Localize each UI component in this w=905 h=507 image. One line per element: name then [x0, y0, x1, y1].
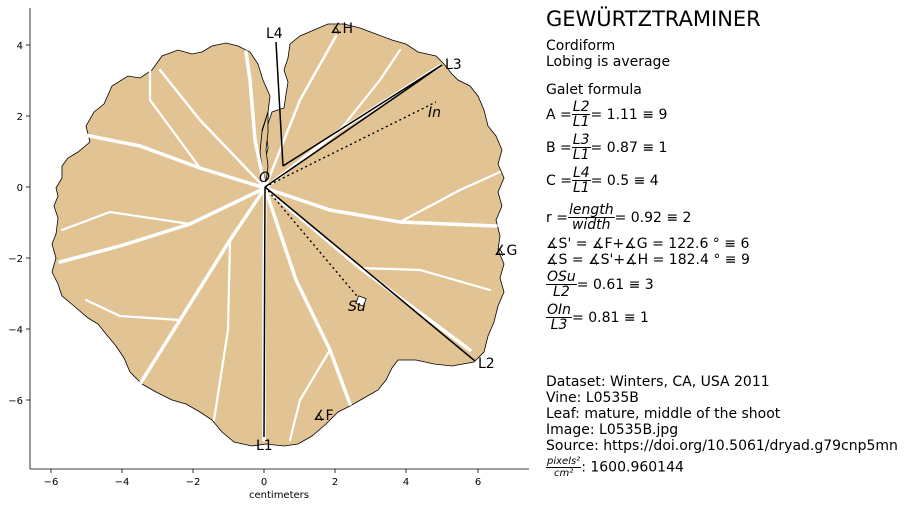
x-tick-label: 0 [261, 477, 267, 488]
label-L2: L2 [478, 356, 495, 372]
pixel-density: pixels² cm²: 1600.960144 [546, 456, 901, 479]
axes [29, 8, 529, 470]
formula-c: C = L4 L1 = 0.5 ≡ 4 [546, 164, 901, 197]
y-tick-label: 4 [17, 41, 23, 52]
leaf-blade [51, 23, 505, 447]
L3-line [264, 64, 443, 188]
label-su: Su [348, 299, 366, 315]
formula-r-num: length [567, 202, 615, 218]
x-tick-label: 2 [332, 477, 338, 488]
image-file: Image: L0535B.jpg [546, 422, 679, 438]
y-tick-label: 2 [17, 112, 23, 123]
dataset: Dataset: Winters, CA, USA 2011 [546, 374, 770, 390]
formula-oin-value: = 0.81 ≡ 1 [572, 309, 649, 326]
petiole-sinus [259, 111, 269, 183]
L2-line [264, 186, 476, 362]
formula-osu-fraction: OSu L2 [546, 270, 577, 299]
angle-s-prime: ∡S' = ∡F+∡G = 122.6 ° ≡ 6 [546, 236, 750, 252]
vine: Vine: L0535B [546, 390, 639, 406]
source: Source: https://doi.org/10.5061/dryad.g7… [546, 438, 898, 454]
label-origin: O [259, 170, 270, 186]
x-tick-label: 6 [475, 477, 481, 488]
label-angle-g: ∡G [494, 243, 517, 259]
leaf-plot: −6 −4 −2 0 2 4 6 4 2 0 −2 −4 −6 centimet… [8, 8, 529, 501]
formula-c-num: L4 [571, 165, 591, 181]
L1-line [263, 186, 266, 438]
formula-a-num: L2 [571, 99, 591, 115]
formula-a: A = L2 L1 = 1.11 ≡ 9 [546, 98, 901, 131]
su-marker [355, 295, 367, 307]
formula-osu-value: = 0.61 ≡ 3 [576, 276, 654, 293]
formula-r-value: = 0.92 ≡ 2 [614, 209, 692, 226]
formula-b: B = L3 L1 = 0.87 ≡ 1 [546, 131, 901, 164]
formula-oin-num: OIn [546, 302, 573, 318]
pixel-density-value: : 1600.960144 [581, 459, 684, 476]
label-L3: L3 [445, 57, 462, 73]
sinus-lines [264, 101, 437, 303]
formula-b-num: L3 [571, 132, 591, 148]
formula-c-fraction: L4 L1 [571, 165, 591, 196]
label-L4: L4 [266, 26, 283, 42]
formula-c-den: L1 [572, 180, 590, 196]
pixel-density-den: cm² [553, 468, 574, 479]
x-tick-label: 4 [403, 477, 409, 488]
formula-oin-fraction: OIn L3 [546, 302, 573, 333]
formula-r: r = length width = 0.92 ≡ 2 [546, 201, 901, 234]
formula-b-fraction: L3 L1 [571, 132, 591, 163]
leaf-info: Leaf: mature, middle of the shoot [546, 406, 781, 422]
angle-s: ∡S = ∡S'+∡H = 182.4 ° ≡ 9 [546, 252, 750, 268]
x-axis-label: centimeters [249, 490, 309, 501]
formula-oin: OIn L3 = 0.81 ≡ 1 [546, 301, 901, 334]
y-tick-label: −6 [8, 396, 23, 407]
formula-r-den: width [571, 217, 611, 233]
x-ticks [50, 469, 479, 473]
formula-oin-den: L3 [550, 317, 568, 333]
formula-b-den: L1 [572, 147, 590, 163]
measurement-lines [263, 41, 476, 438]
y-tick-label: −2 [8, 254, 23, 265]
leaf-shape: Cordiform [546, 38, 616, 54]
formula-a-value: = 1.11 ≡ 9 [590, 106, 668, 123]
label-angle-h: ∡H [330, 21, 353, 37]
galet-header: Galet formula [546, 82, 642, 98]
formula-a-prefix: A = [546, 106, 572, 123]
L3-inner-line [282, 64, 443, 167]
cultivar-title: GEWÜRTZTRAMINER [546, 7, 761, 31]
label-angle-f: ∡F [313, 408, 334, 424]
formula-c-prefix: C = [546, 172, 572, 189]
label-in: In [428, 105, 441, 121]
pixel-density-fraction: pixels² cm² [546, 456, 582, 479]
formula-osu: OSu L2 = 0.61 ≡ 3 [546, 268, 901, 301]
formula-a-den: L1 [572, 114, 590, 130]
x-tick-label: −4 [115, 477, 130, 488]
pixel-density-num: pixels² [546, 456, 582, 468]
label-L1: L1 [256, 438, 273, 454]
info-panel: GEWÜRTZTRAMINER Cordiform Lobing is aver… [546, 6, 901, 479]
formula-a-fraction: L2 L1 [571, 99, 591, 130]
x-tick-label: −2 [186, 477, 201, 488]
formula-r-prefix: r = [546, 209, 568, 226]
formula-osu-num: OSu [546, 269, 577, 285]
formula-osu-den: L2 [553, 284, 570, 300]
formula-c-value: = 0.5 ≡ 4 [590, 172, 659, 189]
y-tick-label: −4 [8, 325, 23, 336]
x-tick-label: −6 [44, 477, 59, 488]
L4-line [275, 41, 284, 167]
formula-b-prefix: B = [546, 139, 572, 156]
formula-r-fraction: length width [567, 202, 615, 233]
y-tick-label: 0 [17, 183, 23, 194]
lobing: Lobing is average [546, 54, 671, 70]
y-ticks [26, 44, 30, 401]
formula-b-value: = 0.87 ≡ 1 [590, 139, 668, 156]
